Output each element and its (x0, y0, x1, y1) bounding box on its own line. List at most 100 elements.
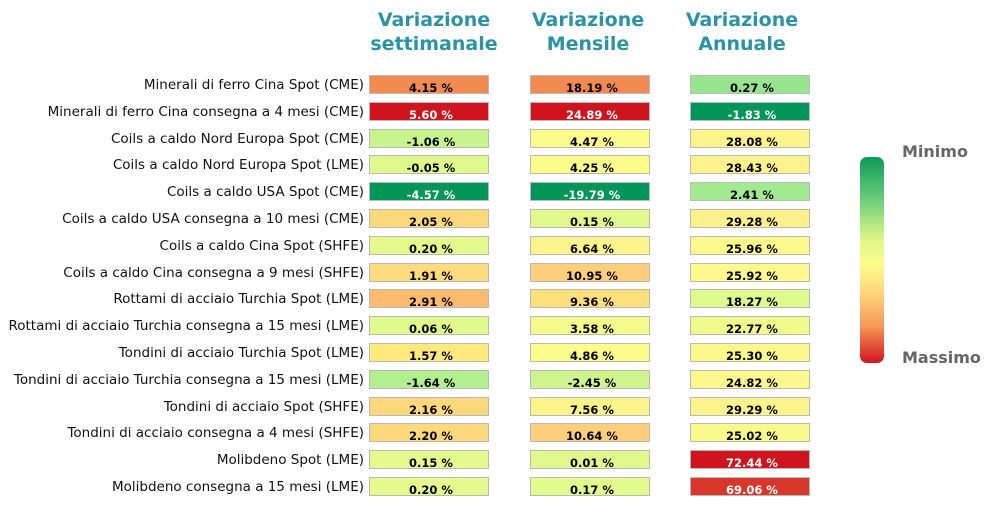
cell-value-label: 3.58 % (570, 322, 614, 337)
heatmap-cell: 4.15 % (369, 75, 489, 95)
cell-value-label: 28.43 % (726, 161, 778, 176)
column-title-monthly-line2: Mensile (546, 33, 630, 55)
cell-value-label: 6.64 % (570, 241, 614, 256)
heatmap-cell: 4.25 % (530, 155, 650, 176)
heatmap-cell: -19.79 % (530, 182, 650, 203)
cell-value-label: 10.64 % (566, 429, 618, 444)
column-title-monthly-line1: Variazione (531, 9, 645, 31)
heatmap-cell: 69.06 % (690, 477, 810, 497)
cell-value-label: 0.27 % (730, 81, 774, 95)
row-label: Minerali di ferro Cina Spot (CME) (143, 77, 364, 93)
cell-value-label: 1.91 % (409, 268, 453, 283)
heatmap-cell: 0.01 % (530, 450, 650, 470)
heatmap-cell: 2.05 % (369, 209, 489, 229)
row-label: Coils a caldo USA Spot (CME) (167, 184, 364, 201)
cell-value-label: 29.29 % (726, 402, 778, 417)
cell-value-label: -1.83 % (727, 107, 777, 122)
cell-value-label: 22.77 % (726, 322, 778, 337)
cell-value-label: 4.25 % (570, 161, 614, 176)
cell-value-label: -0.05 % (406, 161, 456, 176)
cell-value-label: 18.19 % (566, 81, 618, 95)
heatmap-cell: 18.19 % (530, 75, 650, 95)
row-label: Tondini di acciaio consegna a 4 mesi (SH… (67, 425, 364, 442)
cell-value-label: 0.15 % (570, 215, 614, 229)
heatmap-cell: 72.44 % (690, 450, 810, 471)
cell-value-label: -19.79 % (563, 188, 621, 203)
heatmap-cell: 10.95 % (530, 262, 650, 283)
heatmap-cell: 4.47 % (530, 128, 650, 149)
heatmap-cell: 29.28 % (690, 209, 810, 229)
column-title-weekly: Variazione settimanale (364, 8, 504, 56)
column-title-monthly: Variazione Mensile (518, 8, 658, 56)
cell-value-label: -2.45 % (567, 375, 617, 390)
cell-value-label: 2.91 % (409, 295, 453, 310)
row-label: Coils a caldo Cina consegna a 9 mesi (SH… (63, 264, 364, 281)
cell-value-label: 2.16 % (409, 402, 453, 417)
cell-value-label: 24.89 % (566, 107, 618, 122)
cell-value-label: 72.44 % (726, 456, 778, 471)
heatmap-cell: 28.08 % (690, 128, 810, 149)
cell-value-label: 0.20 % (409, 483, 453, 497)
column-title-annual-line2: Annuale (698, 33, 786, 55)
cell-value-label: 69.06 % (726, 483, 778, 497)
row-label: Coils a caldo USA consegna a 10 mesi (CM… (62, 211, 364, 227)
cell-value-label: 4.47 % (570, 134, 614, 149)
cell-value-label: 1.57 % (409, 349, 453, 363)
heatmap-cell: -4.57 % (369, 182, 489, 203)
heatmap-cell: 1.91 % (369, 262, 489, 283)
heatmap-cell: 2.20 % (369, 423, 489, 444)
cell-value-label: 4.86 % (570, 349, 614, 363)
heatmap-cell: 7.56 % (530, 396, 650, 417)
cell-value-label: 28.08 % (726, 134, 778, 149)
cell-value-label: 7.56 % (570, 402, 614, 417)
cell-value-label: -1.06 % (406, 134, 456, 149)
row-label: Tondini di acciaio Turchia Spot (LME) (118, 345, 364, 361)
heatmap-cell: 10.64 % (530, 423, 650, 444)
cell-value-label: 24.82 % (726, 375, 778, 390)
cell-value-label: 25.92 % (726, 268, 778, 283)
heatmap-cell: 5.60 % (369, 101, 489, 122)
cell-value-label: 2.41 % (730, 188, 774, 203)
cell-value-label: 0.15 % (409, 456, 453, 471)
heatmap-cell: 25.96 % (690, 235, 810, 256)
cell-value-label: 5.60 % (409, 107, 453, 122)
row-label: Tondini di acciaio Spot (SHFE) (163, 398, 364, 415)
heatmap-cell: 2.41 % (690, 182, 810, 203)
legend-colorbar (860, 157, 884, 363)
cell-value-label: 25.96 % (726, 241, 778, 256)
heatmap-cell: -1.83 % (690, 101, 810, 122)
column-title-annual-line1: Variazione (685, 9, 799, 31)
heatmap-cell: 0.20 % (369, 477, 489, 497)
row-label: Coils a caldo Cina Spot (SHFE) (159, 237, 364, 254)
cell-value-label: -4.57 % (406, 188, 456, 203)
cell-value-label: 18.27 % (726, 295, 778, 310)
heatmap-cell: 3.58 % (530, 316, 650, 337)
heatmap-cell: 0.17 % (530, 477, 650, 497)
cell-value-label: 4.15 % (409, 81, 453, 95)
row-label: Tondini di acciaio Turchia consegna a 15… (13, 371, 364, 388)
cell-value-label: 0.20 % (409, 241, 453, 256)
heatmap-cell: 0.27 % (690, 75, 810, 95)
heatmap-cell: 25.30 % (690, 343, 810, 363)
heatmap-cell: -1.64 % (369, 369, 489, 390)
heatmap-cell: 24.82 % (690, 369, 810, 390)
heatmap-cell: -0.05 % (369, 155, 489, 176)
cell-value-label: 2.20 % (409, 429, 453, 444)
row-label: Coils a caldo Nord Europa Spot (CME) (110, 130, 364, 147)
cell-value-label: 29.28 % (726, 215, 778, 229)
column-title-weekly-line2: settimanale (370, 33, 498, 55)
heatmap-cell: -2.45 % (530, 369, 650, 390)
heatmap-cell: 24.89 % (530, 101, 650, 122)
cell-value-label: 25.30 % (726, 349, 778, 363)
column-title-weekly-line1: Variazione (377, 9, 491, 31)
heatmap-cell: 25.02 % (690, 423, 810, 444)
heatmap-cell: 2.91 % (369, 289, 489, 310)
row-label: Minerali di ferro Cina consegna a 4 mesi… (47, 103, 364, 120)
heatmap-cell: -1.06 % (369, 128, 489, 149)
cell-value-label: 2.05 % (409, 215, 453, 229)
heatmap-cell: 29.29 % (690, 396, 810, 417)
column-title-annual: Variazione Annuale (672, 8, 812, 56)
cell-value-label: 25.02 % (726, 429, 778, 444)
legend-max-label: Massimo (902, 348, 981, 367)
heatmap-cell: 18.27 % (690, 289, 810, 310)
